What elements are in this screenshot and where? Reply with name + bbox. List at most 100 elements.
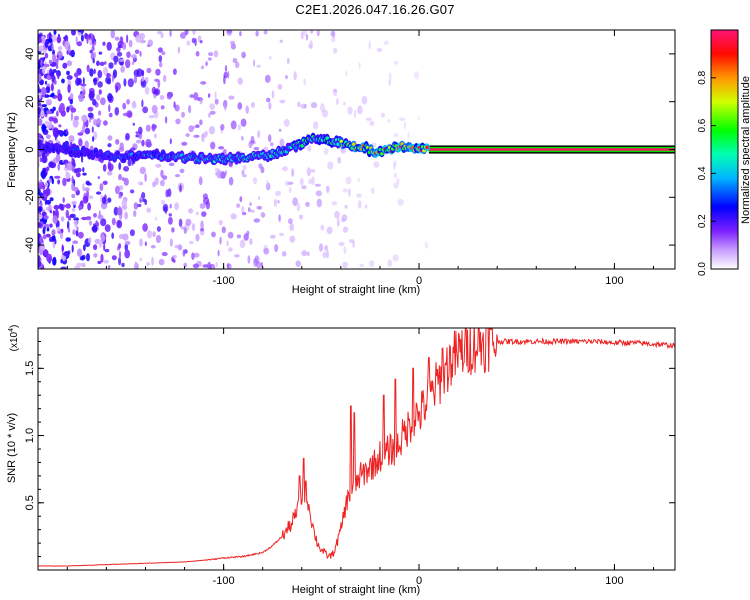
noise-blob xyxy=(47,227,50,231)
noise-blob xyxy=(144,173,147,182)
noise-blob xyxy=(138,127,143,135)
noise-blob xyxy=(339,242,345,246)
noise-blob xyxy=(253,59,255,66)
noise-blob xyxy=(333,48,337,54)
noise-blob xyxy=(100,183,104,191)
noise-blob xyxy=(128,159,132,166)
noise-blob xyxy=(275,191,281,196)
noise-blob xyxy=(133,123,135,126)
noise-blob xyxy=(151,245,156,249)
noise-blob xyxy=(160,180,165,186)
colorbar-tick-label: 0.2 xyxy=(697,214,708,228)
y-tick-label: 0 xyxy=(24,146,36,152)
noise-blob xyxy=(185,219,191,226)
noise-blob xyxy=(93,78,97,86)
noise-blob xyxy=(62,244,64,252)
noise-blob xyxy=(200,98,203,105)
noise-blob xyxy=(261,212,266,218)
noise-blob xyxy=(212,265,215,271)
noise-blob xyxy=(238,78,243,85)
noise-blob xyxy=(62,63,67,69)
noise-blob xyxy=(317,199,322,208)
noise-blob xyxy=(152,124,157,129)
noise-blob xyxy=(54,80,57,85)
noise-blob xyxy=(95,220,98,225)
noise-blob xyxy=(74,72,78,77)
noise-blob xyxy=(46,134,51,139)
noise-blob xyxy=(139,258,142,261)
noise-blob xyxy=(74,220,78,224)
noise-blob xyxy=(168,217,173,225)
noise-blob xyxy=(307,167,311,176)
noise-blob xyxy=(425,242,429,249)
noise-blob xyxy=(310,30,313,34)
noise-blob xyxy=(87,203,91,211)
noise-blob xyxy=(304,78,306,85)
noise-blob xyxy=(124,249,130,258)
noise-blob xyxy=(313,121,318,129)
noise-blob xyxy=(343,246,346,254)
noise-blob xyxy=(357,105,363,114)
noise-blob xyxy=(241,170,244,175)
noise-blob xyxy=(246,231,249,236)
noise-blob xyxy=(348,188,350,196)
noise-blob xyxy=(104,61,106,65)
colorbar-tick-label: 0.4 xyxy=(697,166,708,180)
noise-blob xyxy=(294,71,297,80)
noise-blob xyxy=(82,173,86,176)
noise-blob xyxy=(87,65,90,73)
noise-blob xyxy=(228,247,233,251)
noise-blob xyxy=(233,58,238,63)
noise-blob xyxy=(218,146,224,149)
noise-blob xyxy=(100,97,106,105)
noise-blob xyxy=(44,121,50,126)
noise-blob xyxy=(352,240,355,248)
noise-blob xyxy=(66,71,70,75)
noise-blob xyxy=(175,174,180,177)
noise-blob xyxy=(343,102,345,106)
noise-blob xyxy=(289,187,292,193)
noise-blob xyxy=(122,177,126,181)
noise-blob xyxy=(107,93,113,101)
noise-blob xyxy=(51,44,53,52)
noise-blob xyxy=(126,51,131,58)
noise-blob xyxy=(53,215,58,223)
noise-blob xyxy=(45,53,48,59)
noise-blob xyxy=(43,64,49,67)
noise-blob xyxy=(108,135,113,140)
noise-blob xyxy=(118,174,122,180)
noise-blob xyxy=(119,234,125,239)
noise-blob xyxy=(346,177,352,185)
noise-blob xyxy=(136,140,142,144)
noise-blob xyxy=(311,102,317,108)
noise-blob xyxy=(165,189,168,197)
noise-blob xyxy=(74,116,79,121)
noise-blob xyxy=(78,205,82,208)
noise-blob xyxy=(196,51,200,57)
noise-blob xyxy=(227,71,229,79)
noise-blob xyxy=(167,95,172,100)
colorbar-label: Normalized spectral amplitude xyxy=(740,76,750,224)
noise-blob xyxy=(93,253,97,258)
noise-blob xyxy=(133,210,136,217)
noise-blob xyxy=(331,37,335,42)
noise-blob xyxy=(72,240,78,244)
noise-blob xyxy=(384,41,389,45)
noise-blob xyxy=(50,210,52,213)
noise-blob xyxy=(37,38,42,43)
noise-blob xyxy=(112,255,117,260)
noise-blob xyxy=(123,166,129,172)
noise-blob xyxy=(115,107,120,116)
noise-blob xyxy=(42,88,47,95)
noise-blob xyxy=(311,169,316,172)
noise-blob xyxy=(139,238,143,246)
noise-blob xyxy=(237,234,241,238)
signal-core xyxy=(425,146,429,150)
noise-blob xyxy=(178,47,180,54)
noise-blob xyxy=(394,61,398,65)
noise-blob xyxy=(282,251,287,257)
noise-blob xyxy=(96,94,100,101)
noise-blob xyxy=(169,213,172,216)
noise-blob xyxy=(163,204,169,213)
noise-blob xyxy=(86,35,88,44)
